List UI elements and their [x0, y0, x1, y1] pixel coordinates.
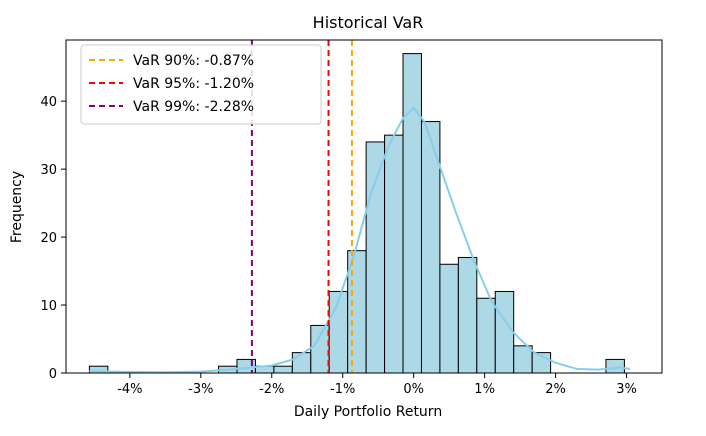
histogram-bar [291, 352, 312, 374]
histogram-bar [347, 250, 367, 374]
y-tick-label: 30 [40, 163, 57, 178]
x-tick-label: 1% [474, 382, 495, 397]
histogram-bar [273, 365, 293, 374]
x-axis-label: Daily Portfolio Return [294, 404, 442, 420]
x-axis-ticks: -4% -3% -2% -1% 0% 1% 2% 3% [117, 373, 637, 397]
x-tick-label: -2% [259, 382, 284, 397]
kde-curve [89, 107, 631, 374]
plot-frame [65, 39, 663, 374]
y-tick-label: 10 [40, 299, 57, 314]
x-tick-label: -4% [117, 382, 142, 397]
legend-label: VaR 90%: -0.87% [133, 53, 254, 69]
histogram-bar [384, 134, 404, 374]
histogram-bar [402, 53, 422, 374]
histogram-bar [457, 256, 478, 374]
histogram-bar [605, 358, 625, 374]
y-tick-label: 0 [49, 367, 57, 382]
y-tick-label: 20 [40, 231, 57, 246]
histogram-bars [88, 53, 625, 374]
x-tick-label: 2% [545, 382, 566, 397]
x-tick-label: 0% [403, 382, 424, 397]
histogram-bar [310, 324, 330, 374]
y-axis-ticks: 0 10 20 30 40 [40, 95, 66, 382]
histogram-bar [365, 141, 386, 374]
y-axis-label: Frequency [9, 171, 25, 243]
histogram-bar [513, 345, 533, 374]
y-tick-label: 40 [40, 95, 57, 110]
x-tick-label: 3% [616, 382, 637, 397]
histogram-bar [476, 297, 496, 374]
legend-label: VaR 95%: -1.20% [133, 76, 254, 92]
histogram-bar [494, 290, 515, 374]
chart-title: Historical VaR [313, 13, 424, 32]
x-tick-label: -3% [188, 382, 213, 397]
legend: VaR 90%: -0.87% VaR 95%: -1.20% VaR 99%: -… [80, 44, 322, 125]
kde-curve-group [89, 107, 631, 374]
histogram-bar [328, 290, 349, 374]
histogram-bar [439, 263, 459, 374]
legend-box [80, 44, 322, 125]
x-tick-label: -1% [330, 382, 355, 397]
legend-label: VaR 99%: -2.28% [133, 99, 254, 115]
